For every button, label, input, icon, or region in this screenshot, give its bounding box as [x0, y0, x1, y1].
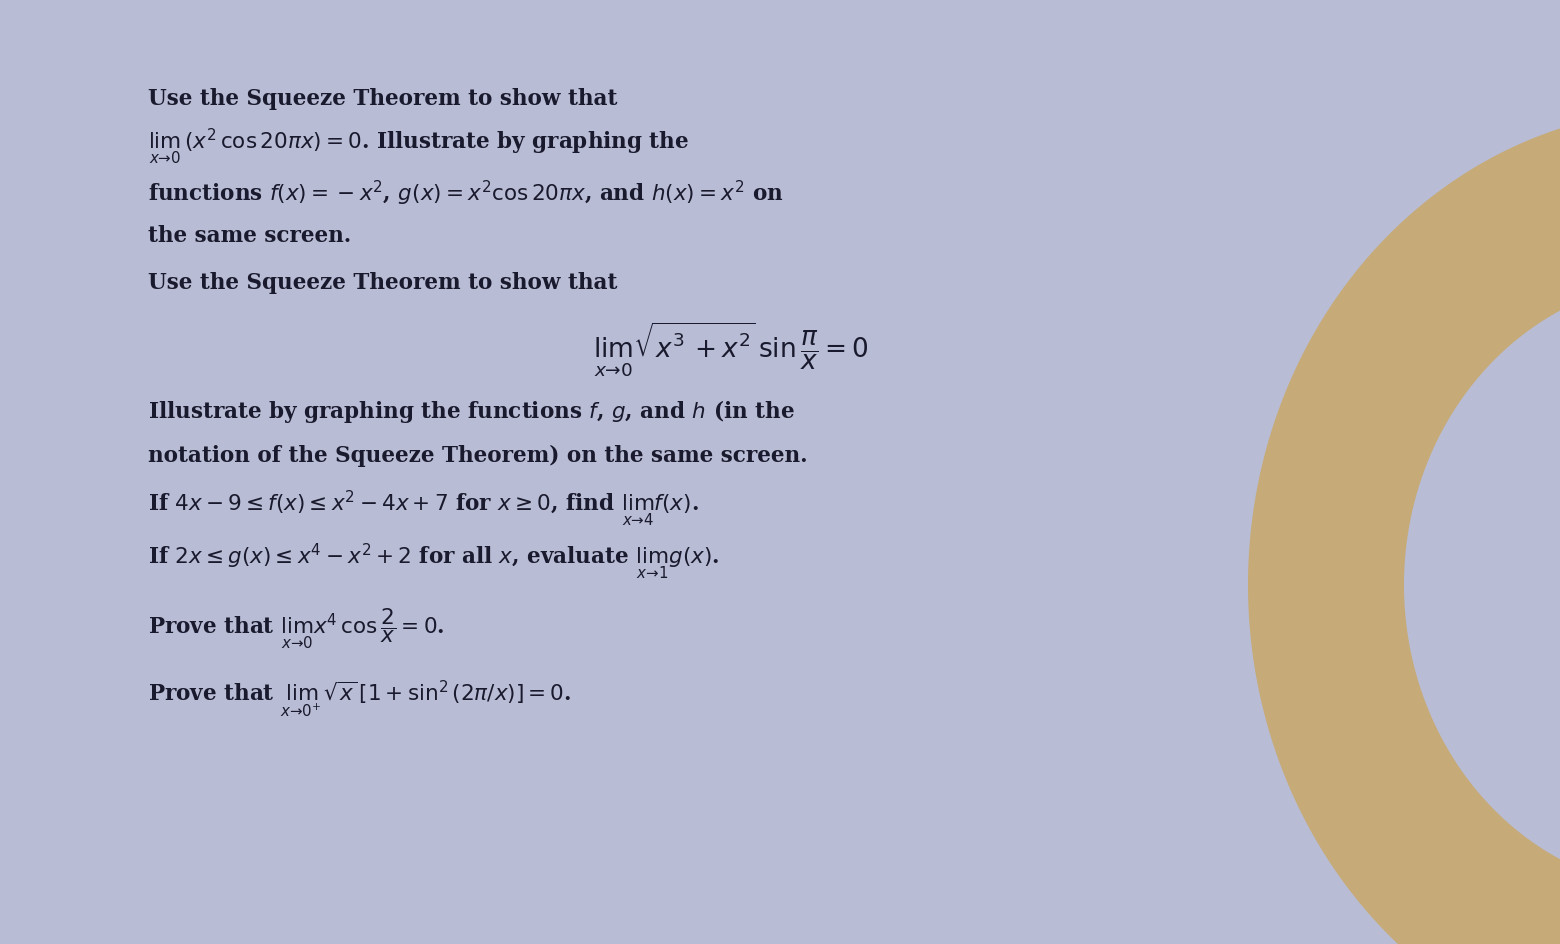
Text: notation of the Squeeze Theorem) on the same screen.: notation of the Squeeze Theorem) on the …	[148, 444, 808, 466]
Text: Use the Squeeze Theorem to show that: Use the Squeeze Theorem to show that	[148, 272, 618, 295]
Text: the same screen.: the same screen.	[148, 225, 351, 247]
Text: Prove that $\lim_{x\to 0}x^4\cos\dfrac{2}{x} = 0$.: Prove that $\lim_{x\to 0}x^4\cos\dfrac{2…	[148, 605, 445, 650]
Text: Prove that $\lim_{x\to 0^+}\sqrt{x}\,[1+\sin^2(2{\pi}/x)] = 0$.: Prove that $\lim_{x\to 0^+}\sqrt{x}\,[1+…	[148, 678, 571, 719]
Text: Illustrate by graphing the functions $f$, $g$, and $h$ (in the: Illustrate by graphing the functions $f$…	[148, 397, 796, 424]
Polygon shape	[1248, 110, 1560, 944]
Text: $\lim_{x\to 0}\,(x^2\cos 20{\pi}x) = 0$. Illustrate by graphing the: $\lim_{x\to 0}\,(x^2\cos 20{\pi}x) = 0$.…	[148, 126, 690, 166]
Text: $\lim_{x\to 0}\sqrt{x^3+x^2}\,\sin\dfrac{\pi}{x} = 0$: $\lim_{x\to 0}\sqrt{x^3+x^2}\,\sin\dfrac…	[593, 320, 869, 379]
Text: functions $f(x) = -x^2$, $g(x) = x^2\cos 20{\pi}x$, and $h(x) = x^2$ on: functions $f(x) = -x^2$, $g(x) = x^2\cos…	[148, 179, 783, 208]
Text: Use the Squeeze Theorem to show that: Use the Squeeze Theorem to show that	[148, 88, 618, 110]
Text: If $4x-9 \leq f(x) \leq x^2-4x+7$ for $x \geq 0$, find $\lim_{x\to 4}f(x)$.: If $4x-9 \leq f(x) \leq x^2-4x+7$ for $x…	[148, 488, 699, 528]
Text: If $2x \leq g(x) \leq x^4-x^2+2$ for all $x$, evaluate $\lim_{x\to 1}g(x)$.: If $2x \leq g(x) \leq x^4-x^2+2$ for all…	[148, 542, 719, 582]
